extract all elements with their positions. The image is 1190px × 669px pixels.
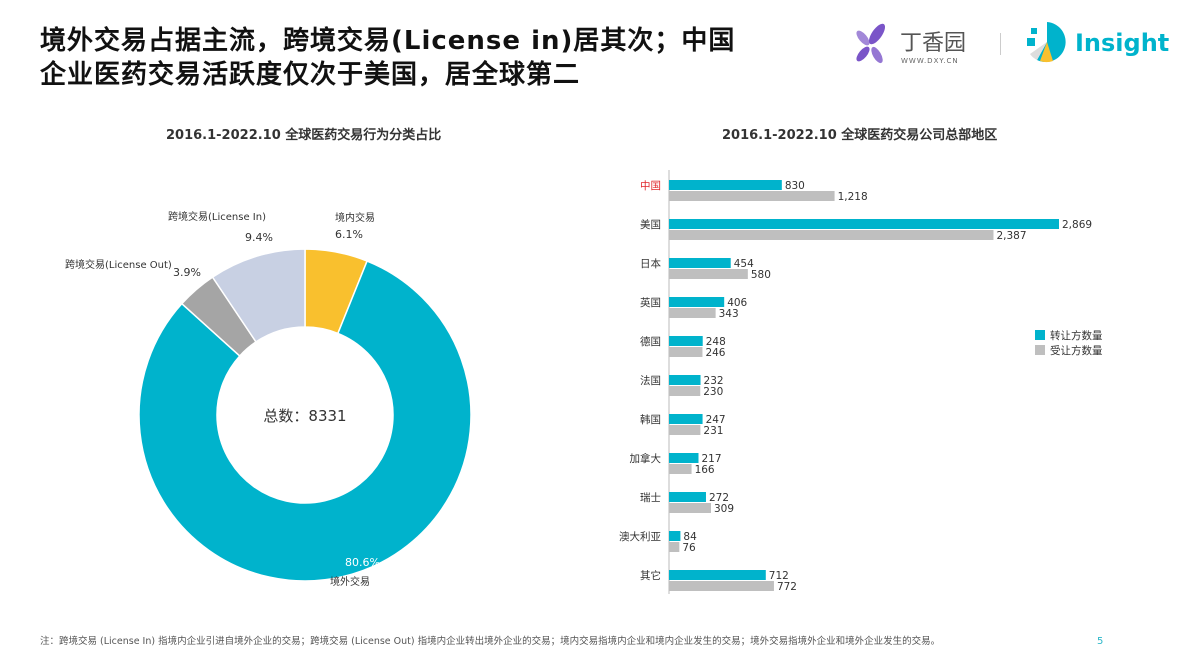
bar-receiver <box>669 581 774 591</box>
pie-title: 2016.1-2022.10 全球医药交易行为分类占比 <box>166 128 442 143</box>
logo-divider <box>1000 33 1001 55</box>
bar-value-label: 217 <box>701 453 721 465</box>
bar-transferor <box>669 258 731 268</box>
donut-slice <box>138 260 472 582</box>
footnote: 注：跨境交易 (License In) 指境内企业引进自境外企业的交易；跨境交易… <box>40 636 941 647</box>
bar-value-label: 580 <box>751 269 771 281</box>
bar-receiver <box>669 269 748 279</box>
bar-value-label: 2,387 <box>996 230 1026 242</box>
bar-value-label: 248 <box>706 336 726 348</box>
bar-transferor <box>669 414 703 424</box>
category-label: 法国 <box>640 374 661 387</box>
bar-transferor <box>669 297 725 307</box>
legend-swatch <box>1035 345 1045 355</box>
bar-transferor <box>669 336 703 346</box>
category-label: 加拿大 <box>630 452 662 465</box>
bar-receiver <box>669 347 703 357</box>
slice-percent-label: 3.9% <box>173 266 201 279</box>
dxy-name: 丁香园 <box>900 31 966 56</box>
bar-receiver <box>669 230 994 240</box>
bar-value-label: 232 <box>704 375 724 387</box>
insight-logo: Insight <box>1025 20 1175 68</box>
category-label: 中国 <box>640 179 661 192</box>
bar-value-label: 772 <box>777 581 797 593</box>
category-label: 瑞士 <box>640 491 661 504</box>
slice-percent-label: 6.1% <box>335 228 363 241</box>
category-label: 英国 <box>640 296 661 309</box>
legend-label: 受让方数量 <box>1050 344 1103 357</box>
category-label: 日本 <box>640 257 661 270</box>
page-title: 境外交易占据主流，跨境交易(License in)居其次；中国 企业医药交易活跃度… <box>40 24 735 92</box>
bar-value-label: 2,869 <box>1062 219 1092 231</box>
bar-transferor <box>669 453 699 463</box>
bar-value-label: 343 <box>719 308 739 320</box>
dxy-logo: 丁香园 WWW.DXY.CN <box>855 22 985 70</box>
bar-value-label: 309 <box>714 503 734 515</box>
bar-receiver <box>669 308 716 318</box>
slice-name-label: 跨境交易(License Out) <box>65 258 172 271</box>
donut-center-label: 总数：8331 <box>263 407 346 425</box>
bar-receiver <box>669 542 680 552</box>
category-label: 韩国 <box>640 413 661 426</box>
title-line-1: 境外交易占据主流，跨境交易(License in)居其次；中国 <box>40 26 736 56</box>
bar-transferor <box>669 219 1059 229</box>
bar-value-label: 454 <box>734 258 754 270</box>
donut-slice <box>211 248 306 343</box>
bar-value-label: 247 <box>706 414 726 426</box>
legend-label: 转让方数量 <box>1050 329 1103 342</box>
bar-title: 2016.1-2022.10 全球医药交易公司总部地区 <box>722 128 998 143</box>
bar-value-label: 231 <box>703 425 723 437</box>
bar-transferor <box>669 492 706 502</box>
bar-receiver <box>669 386 701 396</box>
bar-transferor <box>669 375 701 385</box>
category-label: 澳大利亚 <box>619 530 661 543</box>
legend-swatch <box>1035 330 1045 340</box>
bar-value-label: 246 <box>705 347 725 359</box>
slice-name-label: 境内交易 <box>335 211 375 224</box>
slice-percent-label: 9.4% <box>245 231 273 244</box>
category-label: 美国 <box>640 218 661 231</box>
bar-value-label: 230 <box>703 386 723 398</box>
slice-name-label: 境外交易 <box>330 575 370 588</box>
bar-value-label: 406 <box>727 297 747 309</box>
bar-receiver <box>669 464 692 474</box>
page-number: 5 <box>1097 636 1104 647</box>
bar-value-label: 166 <box>695 464 715 476</box>
bar-value-label: 272 <box>709 492 729 504</box>
bar-transferor <box>669 531 681 541</box>
bar-value-label: 712 <box>769 570 789 582</box>
category-label: 其它 <box>640 569 661 582</box>
bar-value-label: 830 <box>785 180 805 192</box>
bar-receiver <box>669 191 835 201</box>
title-line-2: 企业医药交易活跃度仅次于美国，居全球第二 <box>40 60 581 90</box>
flower-icon <box>856 23 886 64</box>
bar-value-label: 1,218 <box>838 191 868 203</box>
bar-value-label: 76 <box>682 542 696 554</box>
category-label: 德国 <box>640 335 661 348</box>
bar-transferor <box>669 570 766 580</box>
slice-name-label: 跨境交易(License In) <box>168 210 266 223</box>
bar-receiver <box>669 425 701 435</box>
bar-value-label: 84 <box>683 531 697 543</box>
donut-chart: 6.1% 境内交易 80.6% 境外交易 3.9%跨境交易(License Out) 9.… <box>65 210 472 588</box>
bar-receiver <box>669 503 712 513</box>
insight-name: Insight <box>1075 29 1169 57</box>
bar-transferor <box>669 180 782 190</box>
slice-percent-label: 80.6% <box>345 556 380 569</box>
dxy-url: WWW.DXY.CN <box>901 57 959 65</box>
